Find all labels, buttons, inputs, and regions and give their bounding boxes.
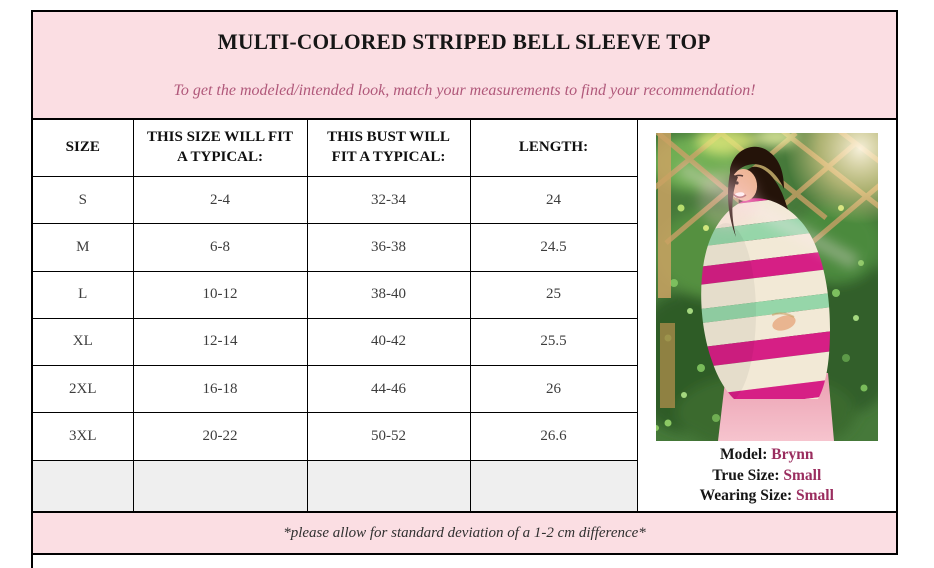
true-size-label: True Size: bbox=[712, 466, 780, 484]
cell-length: 25 bbox=[469, 270, 638, 319]
page-edge-line bbox=[31, 555, 33, 568]
cell-size: S bbox=[33, 175, 134, 225]
product-title: MULTI-COLORED STRIPED BELL SLEEVE TOP bbox=[217, 29, 712, 54]
footer-note: *please allow for standard deviation of … bbox=[283, 524, 646, 541]
cell-length: 26 bbox=[469, 365, 638, 414]
cell-fit: 2-4 bbox=[132, 175, 308, 225]
cell-size: 2XL bbox=[33, 365, 134, 414]
model-name-line: Model: Brynn bbox=[700, 445, 834, 466]
cell-fit: 6-8 bbox=[132, 223, 308, 272]
cell-bust: 36-38 bbox=[306, 223, 471, 272]
cell-bust: 50-52 bbox=[306, 412, 471, 461]
size-chart-panel: MULTI-COLORED STRIPED BELL SLEEVE TOP To… bbox=[31, 10, 898, 555]
model-photo bbox=[655, 133, 878, 441]
table-row: XL 12-14 40-42 25.5 bbox=[33, 317, 638, 367]
cell-length: 26.6 bbox=[469, 412, 638, 461]
cell-length: 24.5 bbox=[469, 223, 638, 272]
model-value: Brynn bbox=[771, 446, 814, 463]
wearing-size-line: Wearing Size: Small bbox=[700, 486, 834, 507]
cell-size: 3XL bbox=[33, 412, 134, 461]
model-column: Model: Brynn True Size: Small Wearing Si… bbox=[637, 120, 896, 511]
empty-cell bbox=[306, 459, 471, 511]
cell-length: 25.5 bbox=[469, 317, 638, 367]
table-row: 2XL 16-18 44-46 26 bbox=[33, 365, 638, 414]
wearing-size-label: Wearing Size: bbox=[699, 487, 793, 504]
table-row-empty bbox=[33, 459, 638, 511]
table-row: M 6-8 36-38 24.5 bbox=[33, 223, 638, 272]
true-size-value: Small bbox=[783, 466, 822, 484]
true-size-line: True Size: Small bbox=[700, 466, 834, 487]
cell-length: 24 bbox=[469, 175, 638, 225]
table-header-row: SIZE THIS SIZE WILL FIT A TYPICAL: THIS … bbox=[33, 120, 638, 177]
cell-bust: 44-46 bbox=[306, 365, 471, 414]
empty-cell bbox=[33, 459, 134, 511]
column-header-size: SIZE bbox=[33, 120, 134, 177]
cell-size: L bbox=[33, 270, 134, 319]
column-header-length: LENGTH: bbox=[469, 120, 638, 177]
empty-cell bbox=[469, 459, 638, 511]
cell-bust: 40-42 bbox=[306, 317, 471, 367]
model-label: Model: bbox=[720, 446, 768, 463]
table-row: 3XL 20-22 50-52 26.6 bbox=[33, 412, 638, 461]
chart-header: MULTI-COLORED STRIPED BELL SLEEVE TOP To… bbox=[33, 12, 896, 120]
cell-fit: 16-18 bbox=[132, 365, 308, 414]
column-header-bust: THIS BUST WILL FIT A TYPICAL: bbox=[306, 120, 471, 177]
cell-size: XL bbox=[33, 317, 134, 367]
column-header-fit: THIS SIZE WILL FIT A TYPICAL: bbox=[132, 120, 308, 177]
cell-bust: 38-40 bbox=[306, 270, 471, 319]
table-row: S 2-4 32-34 24 bbox=[33, 175, 638, 225]
chart-body: SIZE THIS SIZE WILL FIT A TYPICAL: THIS … bbox=[33, 120, 896, 511]
table-row: L 10-12 38-40 25 bbox=[33, 270, 638, 319]
cell-fit: 10-12 bbox=[132, 270, 308, 319]
chart-footer: *please allow for standard deviation of … bbox=[33, 511, 896, 553]
cell-fit: 20-22 bbox=[132, 412, 308, 461]
chart-subtitle: To get the modeled/intended look, match … bbox=[173, 82, 756, 99]
size-table: SIZE THIS SIZE WILL FIT A TYPICAL: THIS … bbox=[33, 120, 638, 511]
model-info: Model: Brynn True Size: Small Wearing Si… bbox=[700, 445, 834, 507]
cell-bust: 32-34 bbox=[306, 175, 471, 225]
cell-size: M bbox=[33, 223, 134, 272]
cell-fit: 12-14 bbox=[132, 317, 308, 367]
empty-cell bbox=[132, 459, 308, 511]
wearing-size-value: Small bbox=[796, 487, 834, 504]
